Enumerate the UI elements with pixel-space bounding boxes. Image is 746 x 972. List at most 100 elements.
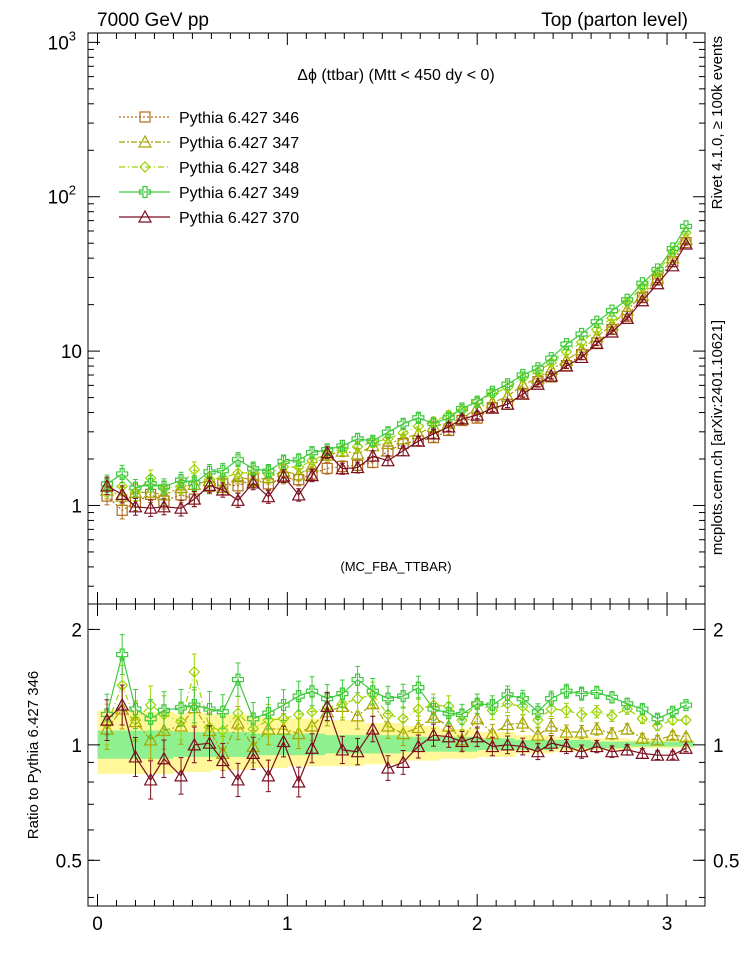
- ratio-point: [216, 705, 229, 718]
- ratio-point: [544, 718, 559, 732]
- ratio-point: [560, 704, 573, 717]
- legend: Pythia 6.427 346 Pythia 6.427 347 Pythia 6…: [119, 110, 299, 227]
- ratio-point: [427, 702, 440, 716]
- ratio-point: [215, 753, 230, 767]
- ratio-point: [175, 715, 187, 728]
- main-point: [665, 258, 680, 272]
- main-point: [471, 395, 484, 408]
- main-point: [262, 464, 275, 478]
- main-point: [99, 478, 114, 492]
- main-point: [575, 327, 588, 341]
- main-point: [650, 276, 665, 290]
- ratio-point: [412, 681, 425, 694]
- ratio-point: [589, 739, 604, 753]
- y-tick-label: 103: [48, 28, 76, 54]
- ratio-point: [666, 705, 679, 718]
- main-point: [574, 350, 589, 364]
- main-point: [397, 417, 410, 430]
- legend-label: Pythia 6.427 348: [179, 160, 299, 177]
- main-point: [606, 312, 618, 324]
- ratio-point: [530, 727, 545, 741]
- ratio-point: [621, 703, 634, 715]
- main-point: [174, 474, 188, 487]
- main-point: [305, 446, 319, 459]
- mcplots-label: mcplots.cern.ch [arXiv:2401.10621]: [709, 320, 726, 555]
- main-series-0: [101, 236, 692, 520]
- ratio-point: [246, 746, 261, 760]
- ratio-point: [426, 727, 441, 741]
- legend-marker: [139, 111, 151, 123]
- main-point: [187, 491, 202, 505]
- ratio-point: [679, 740, 694, 754]
- ratio-point: [620, 742, 635, 756]
- x-tick-label: 1: [282, 914, 293, 935]
- y-tick-label: 10: [61, 342, 82, 363]
- ratio-point: [128, 749, 143, 763]
- main-point: [144, 477, 157, 490]
- ratio-point: [485, 739, 500, 753]
- ratio-point: [426, 710, 441, 723]
- main-point: [100, 477, 114, 490]
- main-point: [516, 372, 529, 384]
- main-series-4: [99, 236, 694, 517]
- main-point: [115, 487, 130, 500]
- main-point: [412, 420, 425, 433]
- ratio-point: [156, 751, 171, 765]
- main-point: [621, 296, 634, 308]
- ratio-point: [292, 708, 305, 721]
- ratio-point: [365, 696, 380, 710]
- main-point: [485, 400, 500, 414]
- main-point: [143, 484, 158, 498]
- ratio-point: [559, 739, 574, 753]
- rivet-label: Rivet 4.1.0, ≥ 100k events: [709, 36, 726, 209]
- main-point: [679, 220, 693, 233]
- main-point: [335, 443, 350, 457]
- y-tick-label-right: 1: [713, 736, 724, 757]
- ratio-point: [606, 710, 618, 722]
- main-point: [305, 468, 320, 482]
- ratio-point: [188, 666, 201, 678]
- ratio-point: [455, 708, 469, 721]
- ratio-point: [291, 774, 306, 788]
- legend-label: Pythia 6.427 370: [179, 210, 299, 227]
- x-tick-label: 3: [662, 914, 673, 935]
- main-series-line-3: [106, 225, 687, 489]
- ratio-band-green: [515, 739, 554, 750]
- ratio-point: [470, 729, 485, 743]
- ratio-point: [621, 697, 634, 710]
- ratio-point: [100, 708, 114, 721]
- legend-item: Pythia 6.427 349: [119, 185, 299, 202]
- ratio-point: [306, 705, 318, 718]
- main-point: [157, 480, 171, 493]
- main-point: [560, 338, 573, 351]
- main-point: [621, 293, 634, 306]
- main-point: [426, 426, 441, 440]
- x-tick-label: 2: [472, 914, 483, 935]
- main-point: [276, 468, 291, 482]
- legend-item: Pythia 6.427 348: [119, 160, 299, 177]
- ratio-point: [665, 747, 680, 761]
- ratio-point: [115, 697, 130, 711]
- main-point: [335, 461, 350, 475]
- legend-marker: [139, 161, 151, 173]
- ratio-band-green: [325, 735, 364, 754]
- ratio-point: [575, 687, 588, 700]
- main-point: [351, 440, 364, 453]
- legend-item: Pythia 6.427 370: [119, 209, 299, 227]
- main-point: [216, 464, 229, 477]
- ratio-point: [230, 772, 245, 786]
- ratio-point: [335, 742, 350, 756]
- main-point: [515, 377, 530, 391]
- ratio-point: [471, 697, 484, 710]
- header-right: Top (parton level): [541, 10, 688, 31]
- main-point: [486, 388, 499, 400]
- main-point: [665, 250, 680, 264]
- main-point: [620, 311, 635, 324]
- ratio-point: [500, 717, 515, 731]
- ratio-series-3: [99, 684, 694, 800]
- ratio-band-green: [667, 741, 695, 747]
- main-point: [635, 293, 650, 307]
- ratio-point: [305, 718, 320, 732]
- y-tick-label: 102: [48, 183, 76, 209]
- ratio-point: [635, 731, 650, 744]
